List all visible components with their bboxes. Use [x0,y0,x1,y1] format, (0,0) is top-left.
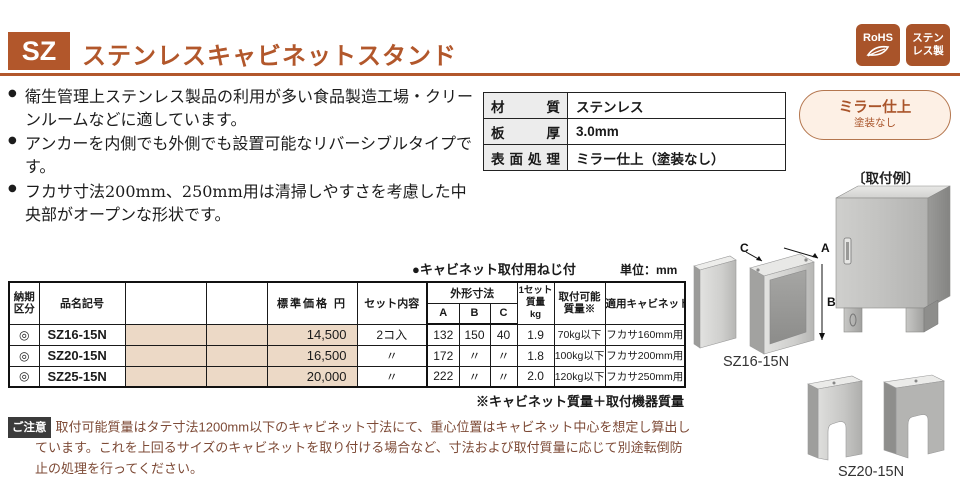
rohs-badge-label: RoHS [863,32,893,44]
finish-badge-line2: 塗装なし [854,117,896,129]
spec-label-surface: 表面処理 [491,151,560,167]
dim-b-cell: 〃 [458,344,491,367]
col-header-blank1 [124,281,207,325]
dim-a-cell: 172 [426,344,460,367]
table-row: ◎ SZ25-15N 20,000 〃 222 〃 〃 2.0 120kg以下 … [8,365,686,388]
blank-cell [205,323,268,346]
price-cell: 14,500 [266,323,358,346]
dim-label-c: C [740,241,749,255]
sz16-product-photo: C A B [693,241,836,355]
dim-label-a: A [821,241,830,255]
weight-cell: 2.0 [516,365,555,388]
table-footnote: ※キャビネット質量＋取付機器質量 [475,394,684,409]
table-row: ◎ SZ16-15N 14,500 2コ入 132 150 40 1.9 70k… [8,323,686,346]
price-cell: 20,000 [266,365,358,388]
series-code-box: SZ [8,32,70,70]
series-code: SZ [21,35,57,66]
spec-row-thickness: 板厚 3.0mm [483,118,786,145]
product-code: SZ20-15N [38,344,126,367]
dim-c-cell: 〃 [489,344,518,367]
table-header-row: 納期 区分 品名記号 標準価格 円 セット内容 外形寸法 1セット 質量 kg … [8,281,686,325]
blank-cell [124,365,207,388]
col-header-price: 標準価格 円 [266,281,358,325]
stainless-badge: ステン レス製 [906,24,950,66]
col-header-dim-c: C [489,302,518,325]
applicable-cell: フカサ200mm用 [604,344,686,367]
finish-badge-line1: ミラー仕上 [838,100,912,116]
spec-row-surface: 表面処理 ミラー仕上（塗装なし） [483,144,786,171]
product-code: SZ16-15N [38,323,126,346]
dim-label-b: B [827,295,836,309]
weight-cell: 1.8 [516,344,555,367]
caution-label: ご注意 [8,417,51,439]
dim-a-cell: 222 [426,365,460,388]
set-cell: 〃 [356,344,428,367]
blank-cell [205,365,268,388]
table-row: ◎ SZ20-15N 16,500 〃 172 〃 〃 1.8 100kg以下 … [8,344,686,367]
spec-row-material: 材質 ステンレス [483,92,786,119]
sz16-photo-label: SZ16-15N [723,354,790,370]
col-header-dims: 外形寸法 [425,281,518,304]
col-header-blank2 [205,281,268,325]
spec-value-material: ステンレス [567,92,786,119]
mounting-example-label: 〔取付例〕 [852,171,920,186]
spec-value-surface: ミラー仕上（塗装なし） [567,144,786,171]
page-title: ステンレスキャビネットスタンド [82,43,457,70]
mounted-cabinet-photo [835,185,951,333]
applicable-cell: フカサ250mm用 [604,365,686,388]
product-table: 納期 区分 品名記号 標準価格 円 セット内容 外形寸法 1セット 質量 kg … [8,281,687,388]
delivery-mark: ◎ [8,323,40,346]
dim-b-cell: 150 [458,323,491,346]
blank-cell [124,323,207,346]
col-header-dim-b: B [458,302,491,325]
caution-note: ご注意 取付可能質量はタテ寸法1200mm以下のキャビネット寸法にて、重心位置はキ… [8,417,694,480]
sz20-product-photo [807,374,945,461]
stainless-badge-line2: レス製 [912,45,944,57]
set-cell: 2コ入 [356,323,428,346]
leaf-icon [866,45,890,57]
spec-label-material: 材質 [491,99,560,115]
capacity-cell: 100kg以下 [553,344,606,367]
table-subheader-row: A B C [9,302,685,325]
table-caption: ●キャビネット取付用ねじ付 [412,262,576,277]
spec-table: 材質 ステンレス 板厚 3.0mm 表面処理 ミラー仕上（塗装なし） [483,92,786,171]
applicable-cell: フカサ160mm用 [604,323,686,346]
capacity-cell: 120kg以下 [553,365,606,388]
finish-badge: ミラー仕上 塗装なし [799,90,951,140]
set-cell: 〃 [356,365,428,388]
dim-a-cell: 132 [426,323,460,346]
col-header-capacity: 取付可能 質量※ [553,281,606,325]
delivery-mark: ◎ [8,365,40,388]
col-header-delivery: 納期 区分 [8,281,40,325]
feature-item: アンカーを内側でも外側でも設置可能なリバーシブルタイプです。 [8,133,480,178]
spec-value-thickness: 3.0mm [567,118,786,145]
feature-item: フカサ寸法200mm、250mm用は清掃しやすさを考慮した中央部がオープンな形状… [8,181,480,226]
product-code: SZ25-15N [38,365,126,388]
delivery-mark: ◎ [8,344,40,367]
col-header-name: 品名記号 [38,281,126,325]
col-header-set: セット内容 [356,281,428,325]
sz20-photo-label: SZ20-15N [838,464,905,480]
dim-c-cell: 〃 [489,365,518,388]
rohs-badge: RoHS [856,24,900,66]
col-header-weight: 1セット 質量 kg [516,281,555,325]
col-header-dim-a: A [426,302,460,325]
table-unit: 単位：mm [620,263,678,277]
feature-list: 衛生管理上ステンレス製品の利用が多い食品製造工場・クリーンルームなどに適していま… [8,86,480,228]
capacity-cell: 70kg以下 [553,323,606,346]
dim-c-cell: 40 [489,323,518,346]
col-header-cabinet: 適用キャビネット [604,281,686,325]
blank-cell [124,344,207,367]
blank-cell [205,344,268,367]
price-cell: 16,500 [266,344,358,367]
stainless-badge-line1: ステン [912,32,944,44]
dim-b-cell: 〃 [458,365,491,388]
caution-text: 取付可能質量はタテ寸法1200mm以下のキャビネット寸法にて、重心位置はキャビネ… [35,419,691,477]
spec-label-thickness: 板厚 [491,125,560,141]
header-rule [0,73,960,76]
weight-cell: 1.9 [516,323,555,346]
feature-item: 衛生管理上ステンレス製品の利用が多い食品製造工場・クリーンルームなどに適していま… [8,86,480,131]
